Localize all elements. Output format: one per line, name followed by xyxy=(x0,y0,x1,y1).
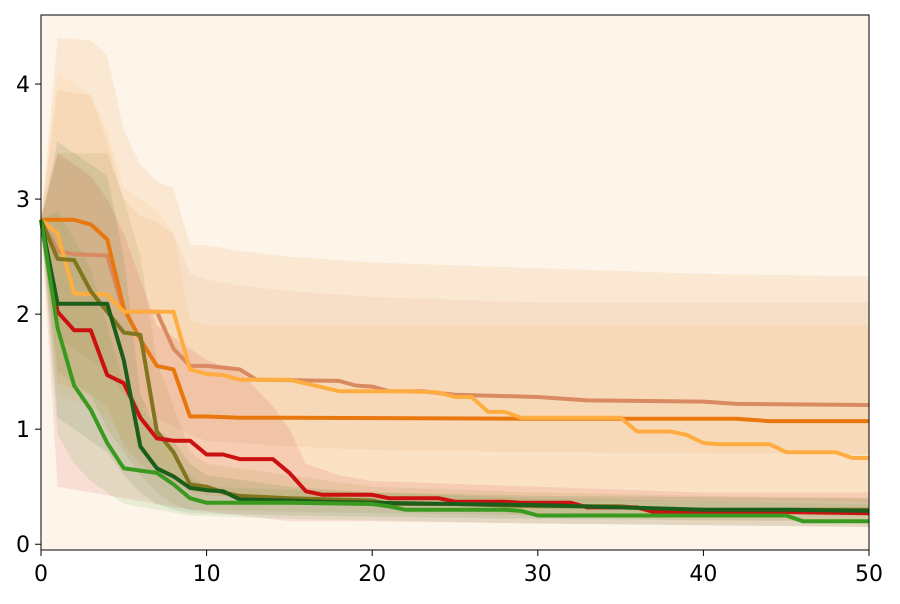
series-band-5 xyxy=(41,153,869,527)
y-tick-label: 3 xyxy=(16,188,30,213)
series-line-7 xyxy=(39,219,869,524)
y-tick-label: 4 xyxy=(16,73,30,98)
confidence-bands xyxy=(41,38,869,527)
series-line-3 xyxy=(39,218,869,460)
x-axis: 0 10 20 30 40 50 xyxy=(34,550,883,587)
series-line-2 xyxy=(41,217,869,424)
y-tick-label: 2 xyxy=(16,303,30,328)
series-line-6 xyxy=(39,219,870,513)
x-tick-label: 40 xyxy=(689,562,717,587)
series-band-1 xyxy=(41,89,869,455)
x-tick-label: 10 xyxy=(193,562,221,587)
x-tick-label: 50 xyxy=(855,562,883,587)
series-band-3 xyxy=(41,72,869,522)
x-tick-label: 0 xyxy=(34,562,48,587)
plot-frame xyxy=(40,14,870,551)
series-band-2 xyxy=(41,38,869,502)
x-tick-label: 20 xyxy=(358,562,386,587)
y-tick-label: 1 xyxy=(16,418,30,443)
series-lines xyxy=(39,217,870,524)
y-tick-label: 0 xyxy=(16,533,30,558)
x-tick-label: 30 xyxy=(524,562,552,587)
y-axis: 0 1 2 3 4 xyxy=(16,73,41,558)
series-band-7 xyxy=(41,210,869,527)
